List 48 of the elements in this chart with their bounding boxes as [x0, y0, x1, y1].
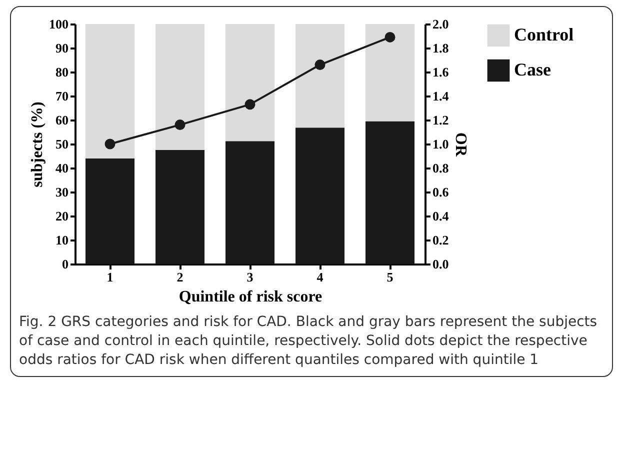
point: [314, 60, 326, 70]
legend-label: Control: [514, 24, 574, 44]
point: [174, 120, 186, 130]
bar: [226, 24, 274, 142]
y-tick-label: 30: [56, 184, 68, 200]
bar: [86, 158, 134, 264]
y2-tick-label: 0.2: [432, 232, 449, 248]
y-tick-label: 10: [56, 232, 68, 248]
y2-tick-label: 0.4: [432, 208, 450, 224]
bar: [156, 150, 204, 264]
caption: Fig. 2 GRS categories and risk for CAD. Black and gray bars represent the subjects of case and control in each quintile, respectively. Solid dots depict the respective odds ratios for CAD risk when different quantiles compared with quintile 1: [19, 313, 598, 370]
y2-tick-label: 1.0: [432, 136, 449, 152]
y2-tick-label: 1.6: [432, 64, 450, 80]
y-tick-label: 60: [56, 112, 68, 128]
y-tick-label: 70: [56, 88, 68, 104]
x-axis-title: Quintile of risk score: [178, 288, 322, 306]
y2-tick-label: 0.0: [432, 256, 449, 272]
point: [384, 32, 396, 42]
bar: [296, 128, 344, 264]
y-tick-label: 50: [56, 136, 68, 152]
y2-tick-label: 0.8: [432, 160, 450, 176]
bar: [226, 141, 274, 264]
x-tick-label: 3: [246, 270, 254, 284]
y-tick-label: 100: [49, 16, 68, 32]
point: [244, 99, 256, 110]
bar: [366, 121, 414, 264]
y2-tick-label: 1.2: [432, 112, 449, 128]
y2-tick-label: 1.8: [432, 40, 450, 56]
legend-label: Case: [514, 60, 552, 80]
bar: [296, 24, 344, 128]
y-tick-label: 90: [56, 40, 68, 56]
x-tick-label: 1: [106, 270, 114, 284]
y-tick-label: 20: [56, 208, 68, 224]
y-tick-label: 0: [62, 256, 68, 272]
bar: [86, 24, 134, 158]
x-tick-label: 2: [176, 270, 184, 284]
bar: [156, 24, 204, 150]
point: [104, 138, 116, 150]
y2-axis-title: OR: [452, 132, 469, 157]
y2-tick-label: 0.6: [432, 184, 450, 200]
y2-tick-label: 1.4: [432, 88, 450, 104]
y-tick-label: 80: [56, 64, 68, 80]
x-tick-label: 5: [386, 270, 394, 284]
y2-tick-label: 2.0: [432, 16, 449, 32]
y-axis-title: subjects (%): [29, 102, 46, 188]
y-tick-label: 40: [56, 160, 68, 176]
bar: [366, 24, 414, 122]
x-tick-label: 4: [316, 270, 324, 284]
